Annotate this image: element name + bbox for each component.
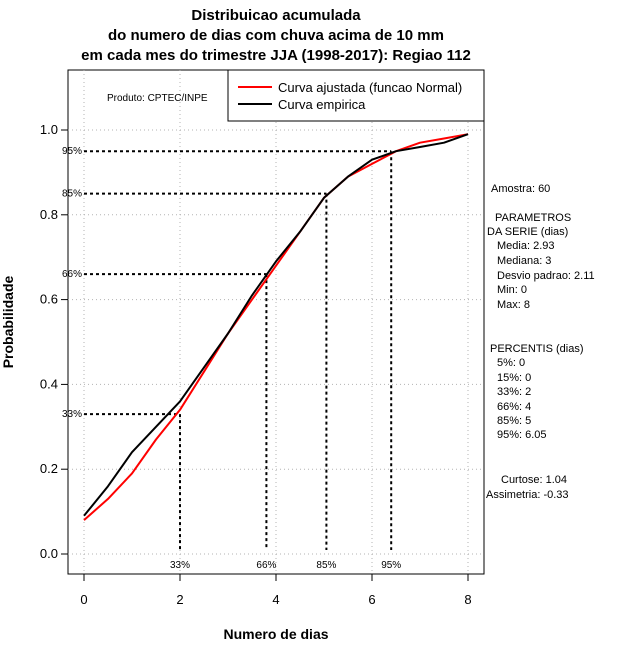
series-line-0 bbox=[83, 133, 469, 521]
y-tick-label-5: 1.0 bbox=[40, 122, 58, 137]
x-tick-label-3: 6 bbox=[368, 592, 375, 607]
guide-label-bottom-2: 85% bbox=[316, 560, 336, 571]
x-tick-label-1: 2 bbox=[176, 592, 183, 607]
series-lines bbox=[83, 133, 469, 521]
legend-label-fitted: Curva ajustada (funcao Normal) bbox=[278, 80, 462, 95]
y-tick-label-3: 0.6 bbox=[40, 292, 58, 307]
side-panel: Amostra: 60 PARAMETROS DA SERIE (dias) M… bbox=[486, 183, 595, 501]
guide-label-bottom-0: 33% bbox=[170, 560, 190, 571]
x-axis-title: Numero de dias bbox=[223, 626, 328, 642]
percentil-66: 66%: 4 bbox=[497, 401, 531, 413]
x-tick-label-4: 8 bbox=[464, 592, 471, 607]
param-mean: Media: 2.93 bbox=[497, 240, 554, 252]
percentil-15: 15%: 0 bbox=[497, 372, 531, 384]
param-median: Mediana: 3 bbox=[497, 255, 551, 267]
x-tick-label-0: 0 bbox=[80, 592, 87, 607]
y-tick-label-4: 0.8 bbox=[40, 207, 58, 222]
chart-title-line-3: em cada mes do trimestre JJA (1998-2017)… bbox=[81, 47, 471, 64]
percentil-85: 85%: 5 bbox=[497, 415, 531, 427]
param-stddev: Desvio padrao: 2.11 bbox=[497, 270, 595, 282]
guide-label-bottom-1: 66% bbox=[256, 560, 276, 571]
y-axis: 0.0 0.2 0.4 0.6 0.8 1.0 bbox=[40, 122, 68, 561]
percentil-33: 33%: 2 bbox=[497, 386, 531, 398]
x-tick-label-2: 4 bbox=[272, 592, 279, 607]
y-tick-label-2: 0.4 bbox=[40, 376, 58, 391]
product-label: Produto: CPTEC/INPE bbox=[107, 93, 208, 104]
guide-label-left-2: 85% bbox=[62, 189, 82, 200]
kurtosis: Curtose: 1.04 bbox=[501, 474, 567, 486]
param-max: Max: 8 bbox=[497, 299, 530, 311]
param-min: Min: 0 bbox=[497, 284, 527, 296]
skewness: Assimetria: -0.33 bbox=[486, 489, 569, 501]
y-axis-title: Probabilidade bbox=[0, 276, 16, 369]
params-title-1: PARAMETROS bbox=[495, 212, 571, 224]
chart-title-line-1: Distribuicao acumulada bbox=[191, 7, 361, 24]
guide-label-left-3: 95% bbox=[62, 146, 82, 157]
percentis-title: PERCENTIS (dias) bbox=[490, 343, 584, 355]
legend-box bbox=[227, 69, 485, 122]
percentile-guides: 33% 33% 66% 66% 85% 85% 95% 95% bbox=[62, 146, 401, 571]
x-axis: 0 2 4 6 8 bbox=[80, 574, 472, 607]
sample-size: Amostra: 60 bbox=[491, 183, 550, 195]
grid-lines bbox=[68, 70, 484, 574]
percentil-95: 95%: 6.05 bbox=[497, 429, 547, 441]
guide-label-bottom-3: 95% bbox=[381, 560, 401, 571]
series-line-1 bbox=[83, 133, 469, 517]
legend-label-empirical: Curva empirica bbox=[278, 97, 366, 112]
y-tick-label-0: 0.0 bbox=[40, 546, 58, 561]
params-title-2: DA SERIE (dias) bbox=[487, 226, 568, 238]
y-tick-label-1: 0.2 bbox=[40, 461, 58, 476]
guide-label-left-0: 33% bbox=[62, 409, 82, 420]
guide-label-left-1: 66% bbox=[62, 269, 82, 280]
chart-title-line-2: do numero de dias com chuva acima de 10 … bbox=[108, 27, 444, 44]
legend: Curva ajustada (funcao Normal) Curva emp… bbox=[227, 69, 485, 122]
percentil-5: 5%: 0 bbox=[497, 357, 525, 369]
